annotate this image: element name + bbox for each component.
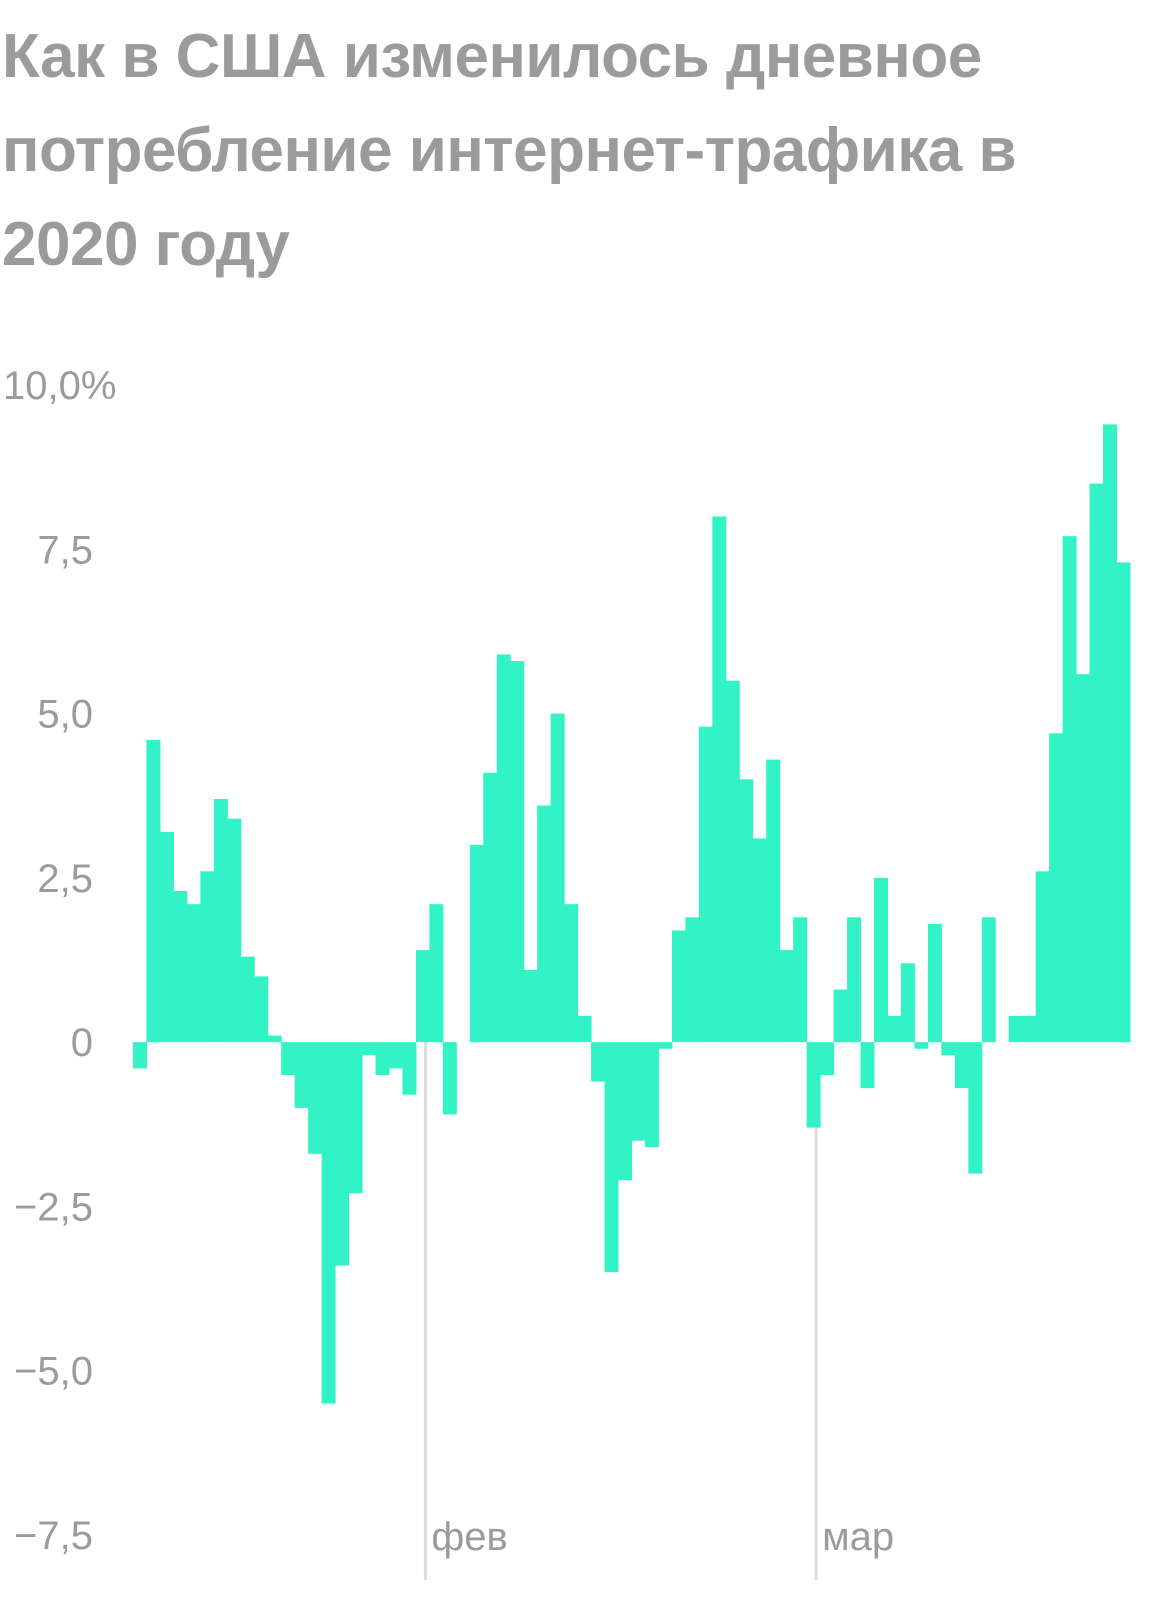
bar-62: [968, 1042, 983, 1174]
bar-68: [1049, 733, 1064, 1043]
bar-63: [981, 917, 996, 1043]
y-axis-ticks: 10,0% 7,5 5,0 2,5 0 −2,5 −5,0 −7,5: [3, 364, 116, 1558]
bar-7: [227, 818, 242, 1043]
bar-61: [954, 1042, 969, 1089]
bar-36: [618, 1042, 632, 1181]
bar-8: [240, 956, 255, 1043]
bar-29: [523, 969, 538, 1043]
bar-6: [213, 799, 228, 1043]
y-tick-label-4: 0: [71, 1021, 93, 1065]
bar-10: [267, 1035, 282, 1043]
bar-23: [442, 1042, 457, 1115]
bar-18: [375, 1042, 390, 1075]
bar-52: [833, 989, 848, 1043]
bar-60: [941, 1042, 956, 1056]
bar-48: [779, 950, 794, 1043]
y-tick-label-6: −5,0: [14, 1350, 93, 1394]
bar-11: [281, 1042, 296, 1075]
bar-5: [200, 871, 215, 1043]
bar-40: [671, 930, 686, 1043]
bar-55: [874, 877, 888, 1043]
bar-71: [1089, 483, 1104, 1043]
bar-16: [348, 1042, 363, 1194]
y-tick-label-5: −2,5: [14, 1185, 93, 1229]
bar-31: [550, 713, 565, 1043]
bar-32: [564, 904, 579, 1043]
bar-21: [415, 950, 430, 1043]
bar-56: [887, 1015, 902, 1043]
bar-72: [1103, 424, 1118, 1043]
month-labels: фев мар: [431, 1515, 894, 1559]
bar-47: [766, 759, 781, 1043]
bar-33: [577, 1015, 592, 1043]
bar-51: [820, 1042, 835, 1075]
bar-69: [1062, 536, 1077, 1043]
bar-26: [483, 772, 498, 1043]
bar-13: [308, 1042, 323, 1154]
month-label-0: фев: [431, 1515, 507, 1559]
bar-39: [658, 1042, 673, 1049]
bar-53: [847, 917, 862, 1043]
bar-73: [1116, 562, 1131, 1043]
bar-25: [469, 845, 484, 1043]
month-lines: [423, 1042, 818, 1580]
month-label-1: мар: [822, 1515, 894, 1559]
bar-37: [631, 1042, 646, 1141]
bar-15: [335, 1042, 350, 1266]
bar-66: [1022, 1015, 1037, 1043]
y-tick-label-0: 10,0%: [3, 364, 116, 408]
bar-20: [402, 1042, 417, 1095]
y-tick-label-7: −7,5: [14, 1514, 93, 1558]
bar-41: [685, 917, 700, 1043]
chart-title: Как в США изменилось дневное потребление…: [2, 22, 1017, 279]
bar-46: [752, 838, 767, 1043]
bar-42: [698, 726, 713, 1043]
bar-43: [712, 516, 727, 1043]
bars: [133, 424, 1131, 1404]
bar-1: [146, 739, 161, 1043]
y-tick-label-3: 2,5: [37, 857, 93, 901]
bar-50: [806, 1042, 821, 1128]
bar-54: [860, 1042, 875, 1089]
bar-59: [927, 923, 942, 1043]
bar-67: [1035, 871, 1050, 1043]
bar-22: [429, 904, 444, 1043]
bar-14: [321, 1042, 336, 1404]
y-tick-label-2: 5,0: [37, 693, 93, 737]
bar-35: [604, 1042, 619, 1273]
bar-0: [133, 1042, 147, 1069]
bar-34: [591, 1042, 606, 1082]
bar-65: [1008, 1015, 1023, 1043]
y-tick-label-1: 7,5: [37, 528, 93, 572]
bar-3: [173, 891, 188, 1043]
bar-57: [900, 963, 915, 1043]
bar-70: [1076, 674, 1091, 1043]
bar-4: [186, 904, 201, 1043]
bar-28: [510, 661, 525, 1043]
bar-30: [537, 805, 552, 1043]
bar-2: [159, 831, 174, 1043]
bar-45: [739, 779, 754, 1043]
bar-49: [793, 917, 808, 1043]
bar-17: [362, 1042, 377, 1056]
bar-58: [914, 1042, 929, 1049]
bar-27: [496, 654, 511, 1043]
bar-38: [644, 1042, 659, 1148]
bar-44: [725, 680, 740, 1043]
bar-9: [254, 976, 269, 1043]
bar-19: [388, 1042, 403, 1069]
bar-12: [294, 1042, 309, 1108]
